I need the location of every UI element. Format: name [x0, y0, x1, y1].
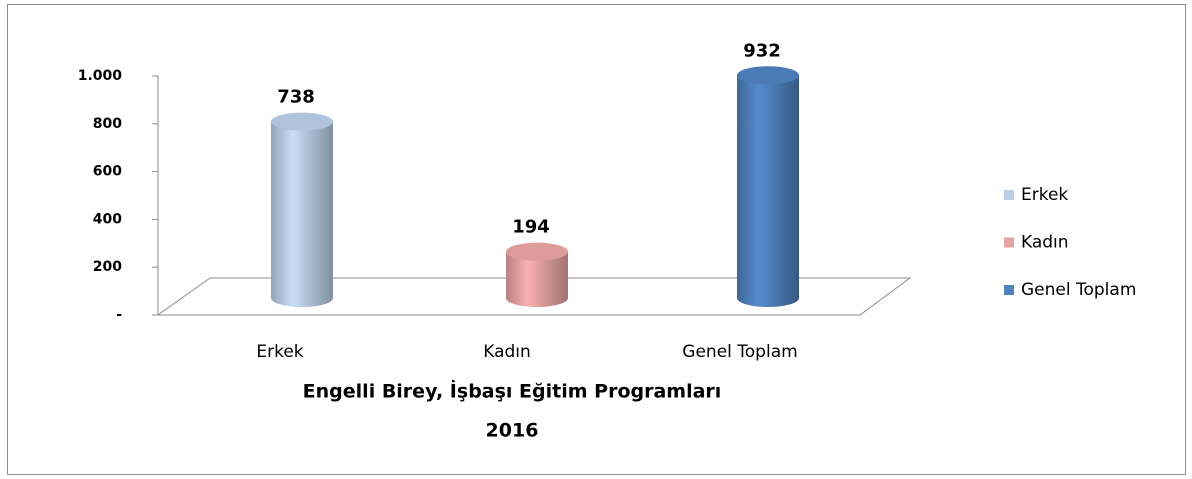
y-tick-label: - [116, 307, 122, 323]
x-tick-label: Kadın [483, 342, 531, 362]
y-tick-label: 1.000 [78, 68, 123, 84]
legend-label: Genel Toplam [1021, 280, 1136, 300]
legend-swatch [1004, 190, 1014, 200]
floor [156, 277, 912, 316]
bar-body [271, 121, 333, 298]
bar-top [271, 112, 333, 131]
y-tick-label: 600 [93, 164, 122, 180]
chart-frame [7, 4, 1186, 475]
value-label: 932 [743, 40, 781, 61]
bar [737, 66, 799, 307]
x-tick-label: Erkek [256, 342, 303, 362]
value-label: 194 [512, 217, 550, 238]
bar [506, 242, 568, 307]
y-tick-label: 400 [93, 211, 122, 227]
value-label: 738 [277, 87, 315, 108]
x-tick-label: Genel Toplam [682, 342, 797, 362]
chart-subtitle: 2016 [486, 420, 539, 442]
y-tick-label: 200 [93, 259, 122, 275]
bar-top [737, 66, 799, 85]
chart-title: Engelli Birey, İşbaşı Eğitim Programları [303, 379, 722, 403]
legend-swatch [1004, 237, 1014, 248]
legend-swatch [1004, 285, 1014, 295]
bar-body [737, 75, 799, 298]
legend-label: Erkek [1021, 185, 1068, 205]
bar [271, 112, 333, 307]
legend-label: Kadın [1021, 233, 1069, 253]
y-tick-label: 800 [93, 116, 122, 132]
bar-top [506, 242, 568, 261]
